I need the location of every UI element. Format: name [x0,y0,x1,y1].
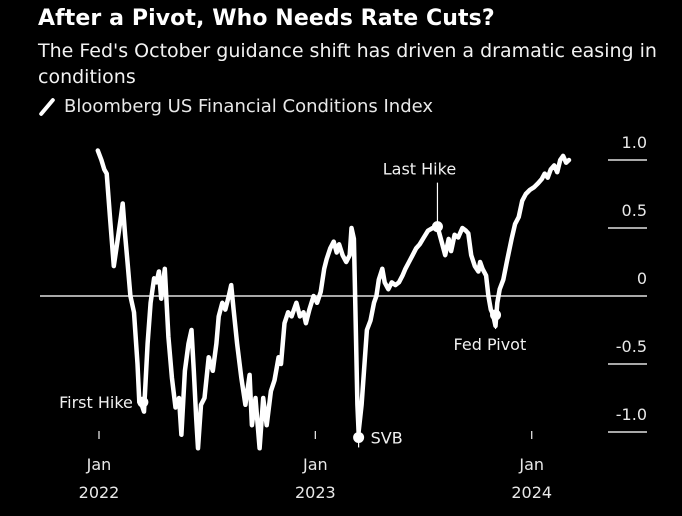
series-line-fci [95,148,572,451]
annotation-label: Fed Pivot [454,335,527,354]
series-layer [95,148,572,451]
y-tick-label: 0 [637,269,647,288]
legend: Bloomberg US Financial Conditions Index [38,96,433,117]
annotation-first-hike: First Hike [59,393,149,412]
chart-subtitle: The Fed's October guidance shift has dri… [38,40,657,88]
x-tick-label-month: Jan [302,455,328,474]
y-tick-label: -0.5 [616,337,647,356]
x-tick-label-month: Jan [86,455,112,474]
y-tick-label: 0.5 [622,201,647,220]
x-tick-label-year: 2024 [511,483,552,502]
annotation-label: Last Hike [383,160,456,179]
annotation-marker [490,309,502,321]
annotation-last-hike: Last Hike [383,160,456,233]
legend-label: Bloomberg US Financial Conditions Index [64,96,434,117]
y-tick-label: 1.0 [622,133,647,152]
annotation-marker [431,221,443,233]
y-tick-label: -1.0 [616,405,647,424]
annotation-layer: First Hike SVB Last Hike Fed Pivot [59,160,526,448]
chart-title: After a Pivot, Who Needs Rate Cuts? [38,6,495,31]
x-tick-label-year: 2023 [295,483,336,502]
axis-layer: 1.0 0.5 0 -0.5 -1.0 Jan 2022 Jan 2023 Jan 2024 [40,133,647,502]
annotation-label: SVB [371,428,403,447]
x-tick-label-month: Jan [518,455,544,474]
annotation-label: First Hike [59,393,133,412]
annotation-svb: SVB [353,428,403,448]
annotation-marker [137,396,149,408]
annotation-marker [353,431,365,443]
annotation-fed-pivot: Fed Pivot [454,309,527,354]
x-tick-label-year: 2022 [79,483,120,502]
